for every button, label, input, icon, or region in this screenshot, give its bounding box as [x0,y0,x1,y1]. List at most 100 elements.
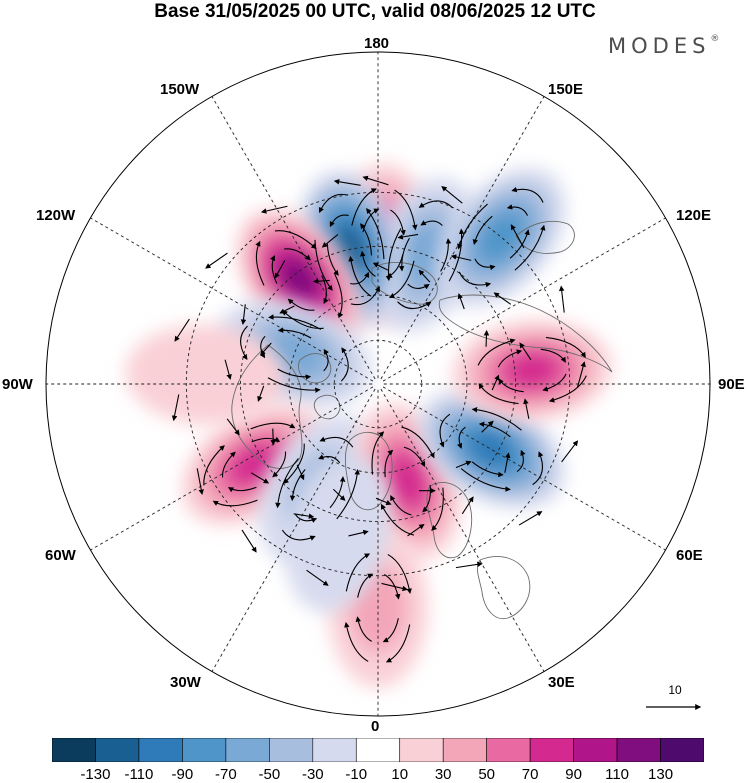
anomaly-contour-level [504,351,560,390]
streamline-arrow [318,193,349,214]
lon-label-150e: 150E [548,81,584,98]
streamline-arrow [366,208,385,260]
flow-arrow [274,260,286,279]
meridian-line [380,388,545,672]
flow-arrow [260,205,288,214]
colorbar-tick-label: -30 [301,766,324,783]
anomaly-contour-level [388,454,428,508]
flow-arrow [224,359,232,380]
streamline-arrow [251,436,281,443]
streamline-arrow [471,461,504,478]
colorbar-tick-label: -90 [171,766,194,783]
streamline-arrow [275,458,299,509]
lon-label-60e: 60E [676,547,703,564]
anomaly-contour-level [281,260,318,300]
colorbar-swatch [660,738,704,762]
flow-arrow [279,305,295,314]
streamline-arrow [506,204,529,216]
flow-arrow [250,472,270,484]
colorbar-tick-label: -50 [258,766,281,783]
streamline-arrow [284,248,311,261]
colorbar-swatch [355,738,401,762]
streamline-arrow [398,237,410,272]
colorbar-swatch [486,738,531,762]
latitude-circle [288,294,468,474]
anomaly-contour-level [285,455,391,612]
anomaly-west-siberia-low [417,390,565,509]
colorbar-tick-label: 10 [391,766,409,783]
coastline-europe [477,556,531,620]
streamline-arrow [329,476,346,509]
anomaly-contour-level [468,430,514,468]
flow-arrow [519,342,532,361]
colorbar-tick-label: -10 [345,766,368,783]
lon-label-90w: 90W [2,376,33,393]
flow-arrow [523,398,530,419]
streamline-arrow [277,368,312,380]
streamline-arrow [222,451,236,478]
streamline-arrow [212,499,258,507]
streamline-arrow [227,486,257,493]
streamline-arrow [321,275,329,305]
flow-arrow [441,186,463,204]
streamline-arrow [477,338,516,366]
streamline-arrow [255,240,265,286]
streamline-arrow [250,422,296,430]
streamline-arrow [203,445,225,486]
flow-arrow [461,496,474,515]
flow-arrow [240,304,247,325]
colorbar [52,738,704,762]
geopotential-anomaly-field [46,52,710,716]
flow-arrow [558,285,565,313]
colorbar-swatch [182,738,227,762]
lon-label-0: 0 [371,718,380,735]
flow-arrow [321,234,339,248]
flow-arrow [510,224,525,249]
streamline-arrow [388,260,415,298]
anomaly-east-asia-low [437,167,566,307]
flow-arrow [375,497,392,506]
streamline-arrow [397,301,432,310]
streamline-arrow [274,230,317,250]
streamline-arrow [532,451,544,486]
lon-label-30e: 30E [548,674,575,691]
streamline-arrow [420,220,443,226]
streamline-arrow [407,283,430,290]
streamline-arrow [401,426,435,459]
anomaly-north-america-weak-high [125,324,286,426]
streamline-arrow [350,271,369,285]
streamline-arrow [357,573,374,598]
meridian-line [382,386,666,551]
colorbar-swatch [95,738,140,762]
streamlines [171,175,587,663]
lon-label-150w: 150W [160,81,200,98]
streamline-arrow [281,529,316,541]
colorbar-swatch [312,738,357,762]
colorbar-tick-label: 130 [648,766,674,783]
streamline-arrow [385,624,411,663]
streamline-arrow [456,426,466,449]
flow-arrow [518,511,543,526]
registered-mark: ® [710,34,720,44]
flow-arrow [205,252,228,269]
colorbar-swatch [616,738,661,762]
streamline-arrow [272,451,287,478]
vector-scale-reference: 10 [640,680,710,720]
streamline-arrow [497,349,523,368]
anomaly-contour-level [125,324,286,426]
colorbar-tick-label: -70 [215,766,237,783]
streamline-arrow [460,468,511,492]
anomaly-contour-level [401,222,449,287]
streamline-arrow [277,327,312,339]
flow-arrow [270,428,276,446]
flow-arrow [241,529,257,553]
streamline-arrow [329,214,349,228]
streamline-arrow [478,383,519,405]
flow-arrow [455,561,483,569]
streamline-arrow [344,621,369,662]
colorbar-swatch [573,738,618,762]
streamline-arrow [334,273,344,319]
map-title: Base 31/05/2025 00 UTC, valid 08/06/2025… [154,1,596,22]
streamline-arrow [348,255,372,297]
vector-scale-arrow [646,704,702,710]
